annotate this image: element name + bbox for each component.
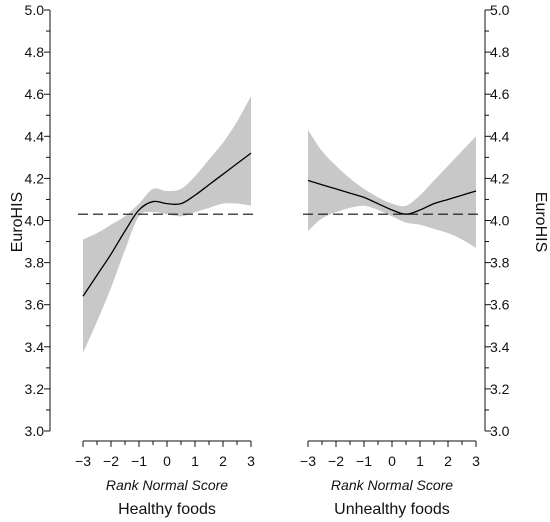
- x-tick-label: −3: [75, 453, 91, 469]
- y-tick-label: 3.2: [490, 381, 510, 397]
- y-tick-label: 5.0: [490, 2, 510, 18]
- trend-line: [82, 152, 252, 297]
- x-tick-label: 3: [472, 453, 480, 469]
- y-axis-title-right: EuroHIS: [532, 192, 549, 252]
- y-tick-label: 3.8: [490, 255, 510, 271]
- y-tick-label: 4.4: [490, 128, 510, 144]
- panel-unhealthy-foods: 3.0 3.2 3.4 3.6 3.8 4.0 4.2 4.4 4.6 4.8 5.0 −3 −2 −1 0…: [300, 2, 549, 518]
- y-axis-title-left: EuroHIS: [9, 192, 26, 252]
- y-tick-label: 5.0: [25, 2, 45, 18]
- y-tick-label: 4.0: [490, 213, 510, 229]
- y-tick-label: 4.8: [490, 44, 510, 60]
- confidence-band: [83, 96, 251, 354]
- x-tick-label: 1: [416, 453, 424, 469]
- x-tick-label: −2: [328, 453, 344, 469]
- confidence-band-layer: [308, 129, 476, 248]
- y-tick-label: 4.6: [25, 86, 45, 102]
- y-tick-label: 4.2: [490, 170, 510, 186]
- y-tick-label: 3.0: [490, 423, 510, 439]
- x-tick-label: 0: [163, 453, 171, 469]
- panel-healthy-foods: 3.0 3.2 3.4 3.6 3.8 4.0 4.2 4.4 4.6 4.8 5.0 −3 −2 −1 0…: [9, 2, 255, 518]
- x-tick-label: 2: [219, 453, 227, 469]
- x-tick-label: −1: [356, 453, 372, 469]
- x-tick-label: 3: [247, 453, 255, 469]
- y-tick-label: 3.8: [25, 255, 45, 271]
- trend-line-layer: [78, 152, 253, 297]
- panel-subtitle-right: Unhealthy foods: [334, 501, 450, 518]
- y-tick-label: 4.2: [25, 170, 45, 186]
- x-axis-title-left: Rank Normal Score: [106, 477, 228, 493]
- y-tick-label: 4.8: [25, 44, 45, 60]
- x-axis-title-right: Rank Normal Score: [331, 477, 453, 493]
- y-tick-label: 4.0: [25, 213, 45, 229]
- y-tick-label: 3.4: [490, 339, 510, 355]
- x-tick-label: 0: [388, 453, 396, 469]
- x-tick-label: −1: [131, 453, 147, 469]
- y-tick-label: 3.6: [490, 297, 510, 313]
- confidence-band-layer: [83, 96, 251, 354]
- y-tick-label: 3.0: [25, 423, 45, 439]
- y-tick-label: 3.4: [25, 339, 45, 355]
- x-tick-label: −3: [300, 453, 316, 469]
- axes-layer: 3.0 3.2 3.4 3.6 3.8 4.0 4.2 4.4 4.6 4.8 5.0 −3 −2 −1 0…: [300, 2, 510, 469]
- axes-layer: 3.0 3.2 3.4 3.6 3.8 4.0 4.2 4.4 4.6 4.8 5.0 −3 −2 −1 0…: [25, 2, 256, 469]
- trend-line: [307, 179, 477, 215]
- panel-subtitle-left: Healthy foods: [118, 501, 216, 518]
- y-tick-label: 3.2: [25, 381, 45, 397]
- y-tick-label: 3.6: [25, 297, 45, 313]
- confidence-band: [308, 129, 476, 248]
- x-tick-label: −2: [103, 453, 119, 469]
- y-tick-label: 4.4: [25, 128, 45, 144]
- y-tick-label: 4.6: [490, 86, 510, 102]
- x-tick-label: 2: [444, 453, 452, 469]
- x-tick-label: 1: [191, 453, 199, 469]
- trend-line-layer: [303, 179, 478, 215]
